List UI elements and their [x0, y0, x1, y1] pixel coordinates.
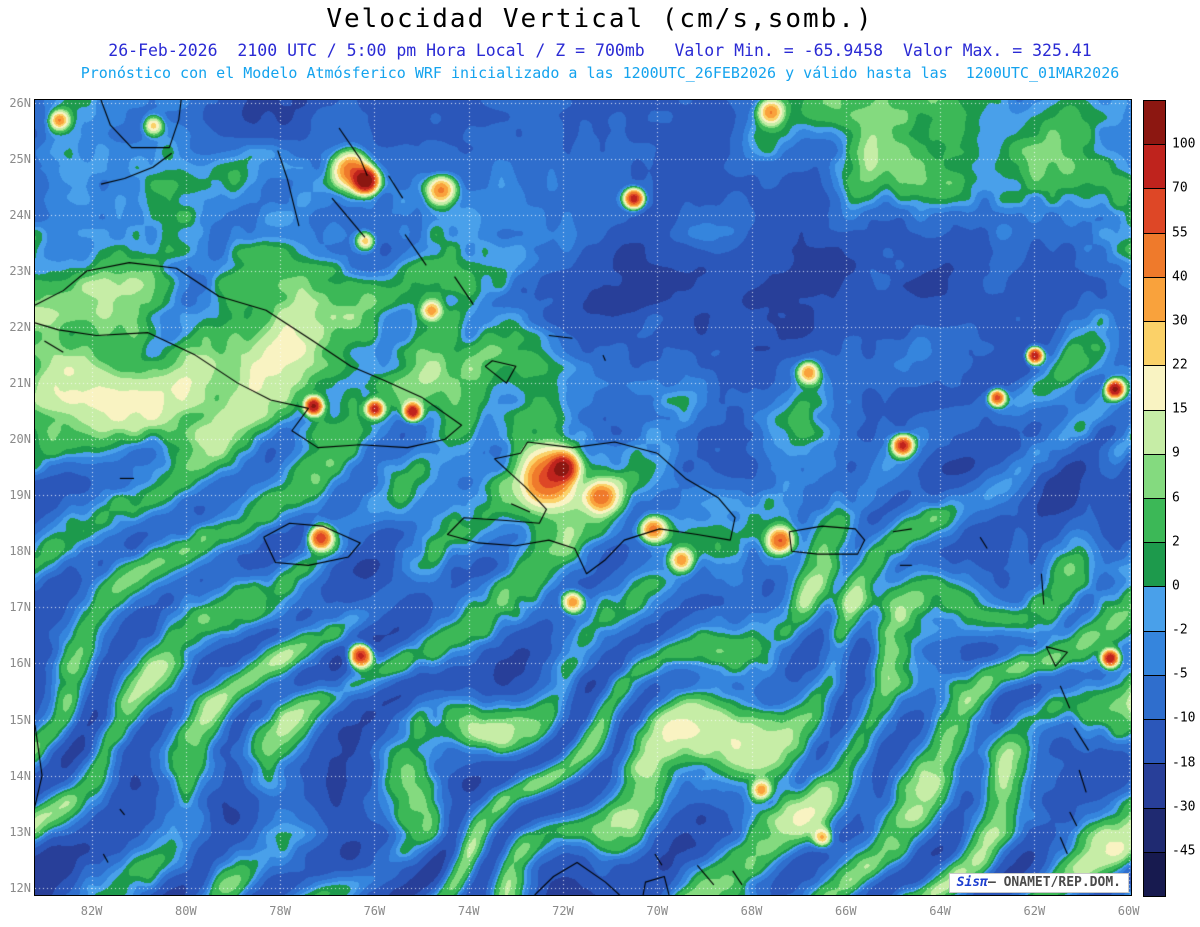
colorbar-segment [1144, 763, 1165, 808]
colorbar-segment [1144, 409, 1165, 454]
lat-tick-label: 14N [9, 768, 31, 783]
lon-tick-label: 76W [363, 904, 386, 918]
page-title: Velocidad Vertical (cm/s,somb.) [326, 4, 874, 34]
colorbar-tick-label: 30 [1172, 313, 1188, 329]
lat-tick-label: 22N [9, 320, 31, 335]
colorbar-segment [1144, 542, 1165, 587]
lon-tick-label: 82W [80, 904, 103, 918]
lon-tick-label: 74W [457, 904, 480, 918]
lon-tick-label: 64W [929, 904, 951, 918]
lon-tick-label: 80W [175, 904, 197, 918]
colorbar-tick-label: 15 [1172, 401, 1188, 417]
lat-tick-label: 19N [9, 488, 31, 503]
colorbar-tick-label: 9 [1172, 445, 1180, 461]
lat-tick-label: 15N [9, 712, 31, 727]
colorbar-segment [1144, 232, 1165, 277]
colorbar-segment [1144, 276, 1165, 322]
colorbar-tick-label: 22 [1172, 357, 1188, 373]
watermark-text: – ONAMET/REP.DOM. [987, 875, 1121, 890]
lat-tick-label: 21N [9, 376, 31, 391]
lat-tick-label: 20N [9, 432, 31, 447]
colorbar-segment [1144, 719, 1165, 764]
colorbar-tick-label: -5 [1172, 666, 1188, 682]
colorbar-tick-label: 70 [1172, 180, 1188, 196]
colorbar-segment [1144, 365, 1165, 410]
lon-tick-label: 60W [1117, 904, 1140, 918]
lat-tick-label: 26N [9, 95, 31, 110]
colorbar-segment [1144, 453, 1165, 498]
colorbar-segment [1144, 321, 1165, 366]
colorbar-tick-label: -18 [1172, 755, 1196, 770]
lon-tick-label: 72W [552, 904, 574, 918]
colorbar-tick-label: 40 [1172, 269, 1188, 285]
colorbar-segment [1144, 101, 1165, 145]
colorbar-segment [1144, 807, 1165, 852]
lat-tick-label: 25N [9, 151, 31, 166]
colorbar-segment [1144, 630, 1165, 675]
colorbar-tick-label: -45 [1172, 843, 1196, 859]
colorbar-tick-label: 6 [1172, 490, 1180, 505]
colorbar-tick-label: -30 [1172, 799, 1196, 815]
valid-time-line: 26-Feb-2026 2100 UTC / 5:00 pm Hora Loca… [108, 41, 1092, 60]
colorbar-tick-label: -10 [1172, 710, 1196, 726]
colorbar-segment [1144, 586, 1165, 631]
lon-tick-label: 62W [1023, 904, 1046, 918]
colorbar-segment [1144, 144, 1165, 189]
vertical-velocity-map [35, 100, 1131, 895]
lon-tick-label: 78W [269, 904, 291, 918]
colorbar-segment [1144, 851, 1165, 896]
colorbar-segment [1144, 497, 1165, 543]
lat-tick-label: 17N [9, 600, 31, 615]
lat-tick-label: 18N [9, 544, 31, 559]
lon-tick-label: 70W [646, 904, 669, 918]
colorbar-segment [1144, 188, 1165, 233]
colorbar-tick-label: 100 [1172, 136, 1196, 152]
model-init-line: Pronóstico con el Modelo Atmósferico WRF… [80, 64, 1120, 82]
colorbar-tick-label: 2 [1172, 534, 1180, 550]
colorbar-tick-label: -2 [1172, 622, 1188, 638]
lat-tick-label: 23N [9, 263, 31, 278]
colorbar-segment [1144, 674, 1165, 720]
colorbar [1143, 100, 1166, 897]
lat-tick-label: 24N [9, 207, 31, 222]
watermark: Sisπ– ONAMET/REP.DOM. [948, 873, 1129, 893]
colorbar-tick-label: 0 [1172, 578, 1180, 594]
lat-tick-label: 13N [9, 824, 31, 839]
lat-tick-label: 16N [9, 656, 31, 671]
map-area: Sisπ– ONAMET/REP.DOM. [34, 99, 1132, 896]
sispi-logo: Sisπ [956, 875, 988, 890]
lon-tick-label: 66W [834, 904, 857, 918]
lat-tick-label: 12N [9, 880, 31, 895]
lon-tick-label: 68W [740, 904, 763, 918]
colorbar-tick-label: 55 [1172, 225, 1188, 240]
